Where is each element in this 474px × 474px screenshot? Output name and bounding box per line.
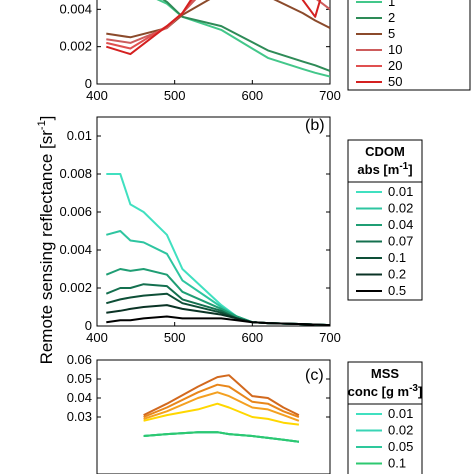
panel-2-legend-entry-0: 0.01 bbox=[388, 406, 413, 421]
panel-2-series-line-6 bbox=[143, 383, 300, 418]
panel-1-xtick-label-0: 400 bbox=[86, 330, 108, 345]
panel-0-legend-entry-3: 10 bbox=[388, 42, 402, 57]
panel-1-legend-entry-6: 0.5 bbox=[388, 283, 406, 298]
panel-1-legend-entry-3: 0.07 bbox=[388, 234, 413, 249]
panel-0-xtick-label-2: 600 bbox=[241, 88, 263, 103]
panel-0-legend-entry-1: 2 bbox=[388, 10, 395, 25]
panel-1-ytick-label-5: 0.01 bbox=[67, 128, 92, 143]
panel-1-legend-entry-1: 0.02 bbox=[388, 201, 413, 216]
panel-0-legend-box bbox=[347, 0, 471, 91]
panel-1-xtick-label-3: 700 bbox=[319, 330, 341, 345]
panel-1-ytick-label-3: 0.006 bbox=[59, 204, 92, 219]
panel-2-legend-title: MSS bbox=[371, 366, 400, 381]
panel-1-axes-box bbox=[96, 116, 331, 327]
panel-1-ytick-label-2: 0.004 bbox=[59, 242, 92, 257]
panel-1-ytick-label-1: 0.002 bbox=[59, 280, 92, 295]
panel-1-xtick-label-1: 500 bbox=[164, 330, 186, 345]
panel-0-series-line-2 bbox=[106, 0, 330, 39]
panel-0-ytick-label-0: 0 bbox=[85, 76, 92, 91]
panel-2-axes-box bbox=[96, 359, 331, 474]
panel-2-legend-entry-1: 0.02 bbox=[388, 423, 413, 438]
panel-1-legend-title: CDOM bbox=[365, 144, 405, 159]
panel-1-series-line-0 bbox=[106, 173, 330, 326]
panel-2-series-line-7 bbox=[143, 374, 300, 416]
panel-1-panel-letter: (b) bbox=[305, 117, 325, 134]
panel-0-series-line-1 bbox=[162, 0, 330, 72]
panel-1-legend-entry-0: 0.01 bbox=[388, 184, 413, 199]
panel-2-ytick-label-2: 0.05 bbox=[67, 371, 92, 386]
panel-2-legend-entry-4: 0.2 bbox=[388, 472, 406, 474]
panel-0-series-line-5 bbox=[106, 0, 322, 56]
panel-1-legend-entry-2: 0.04 bbox=[388, 217, 413, 232]
panel-2-series-line-3 bbox=[143, 431, 300, 443]
panel-2-series-line-5 bbox=[143, 391, 300, 422]
panel-0-ytick-label-2: 0.004 bbox=[59, 1, 92, 16]
panel-1-xtick-label-2: 600 bbox=[241, 330, 263, 345]
panel-2-legend-entry-3: 0.1 bbox=[388, 456, 406, 471]
panel-2-panel-letter: (c) bbox=[305, 367, 324, 384]
y-axis-label: Remote sensing reflectance [sr-1] bbox=[36, 116, 56, 365]
panel-0-legend-entry-4: 20 bbox=[388, 58, 402, 73]
panel-0-xtick-label-1: 500 bbox=[164, 88, 186, 103]
panel-2-ytick-label-3: 0.06 bbox=[67, 352, 92, 367]
panel-0-xtick-label-0: 400 bbox=[86, 88, 108, 103]
panel-2-ytick-label-0: 0.03 bbox=[67, 409, 92, 424]
panel-0-ytick-label-1: 0.002 bbox=[59, 39, 92, 54]
panel-0-legend-entry-0: 1 bbox=[388, 0, 395, 9]
panel-1-ytick-label-4: 0.008 bbox=[59, 166, 92, 181]
panel-0-legend-entry-5: 50 bbox=[388, 74, 402, 89]
panel-1-legend-subtitle: abs [m-1] bbox=[357, 161, 412, 177]
panel-2-legend-subtitle: conc [g m-3] bbox=[348, 383, 423, 399]
panel-1-legend-box bbox=[347, 139, 423, 301]
panel-2-ytick-label-1: 0.04 bbox=[67, 390, 92, 405]
panel-2-legend-box bbox=[347, 361, 423, 474]
panel-1-legend-entry-4: 0.1 bbox=[388, 250, 406, 265]
panel-0-series-line-0 bbox=[156, 0, 330, 78]
panel-1-series-line-6 bbox=[106, 315, 330, 326]
panel-1-legend-entry-5: 0.2 bbox=[388, 267, 406, 282]
panel-0-series-line-3 bbox=[106, 0, 330, 44]
panel-2-series-line-4 bbox=[143, 402, 300, 426]
panel-0-legend-entry-2: 5 bbox=[388, 26, 395, 41]
panel-1-ytick-label-0: 0 bbox=[85, 318, 92, 333]
panel-0-series-line-4 bbox=[106, 0, 194, 50]
panel-0-xtick-label-3: 700 bbox=[319, 88, 341, 103]
panel-2-legend-entry-2: 0.05 bbox=[388, 439, 413, 454]
